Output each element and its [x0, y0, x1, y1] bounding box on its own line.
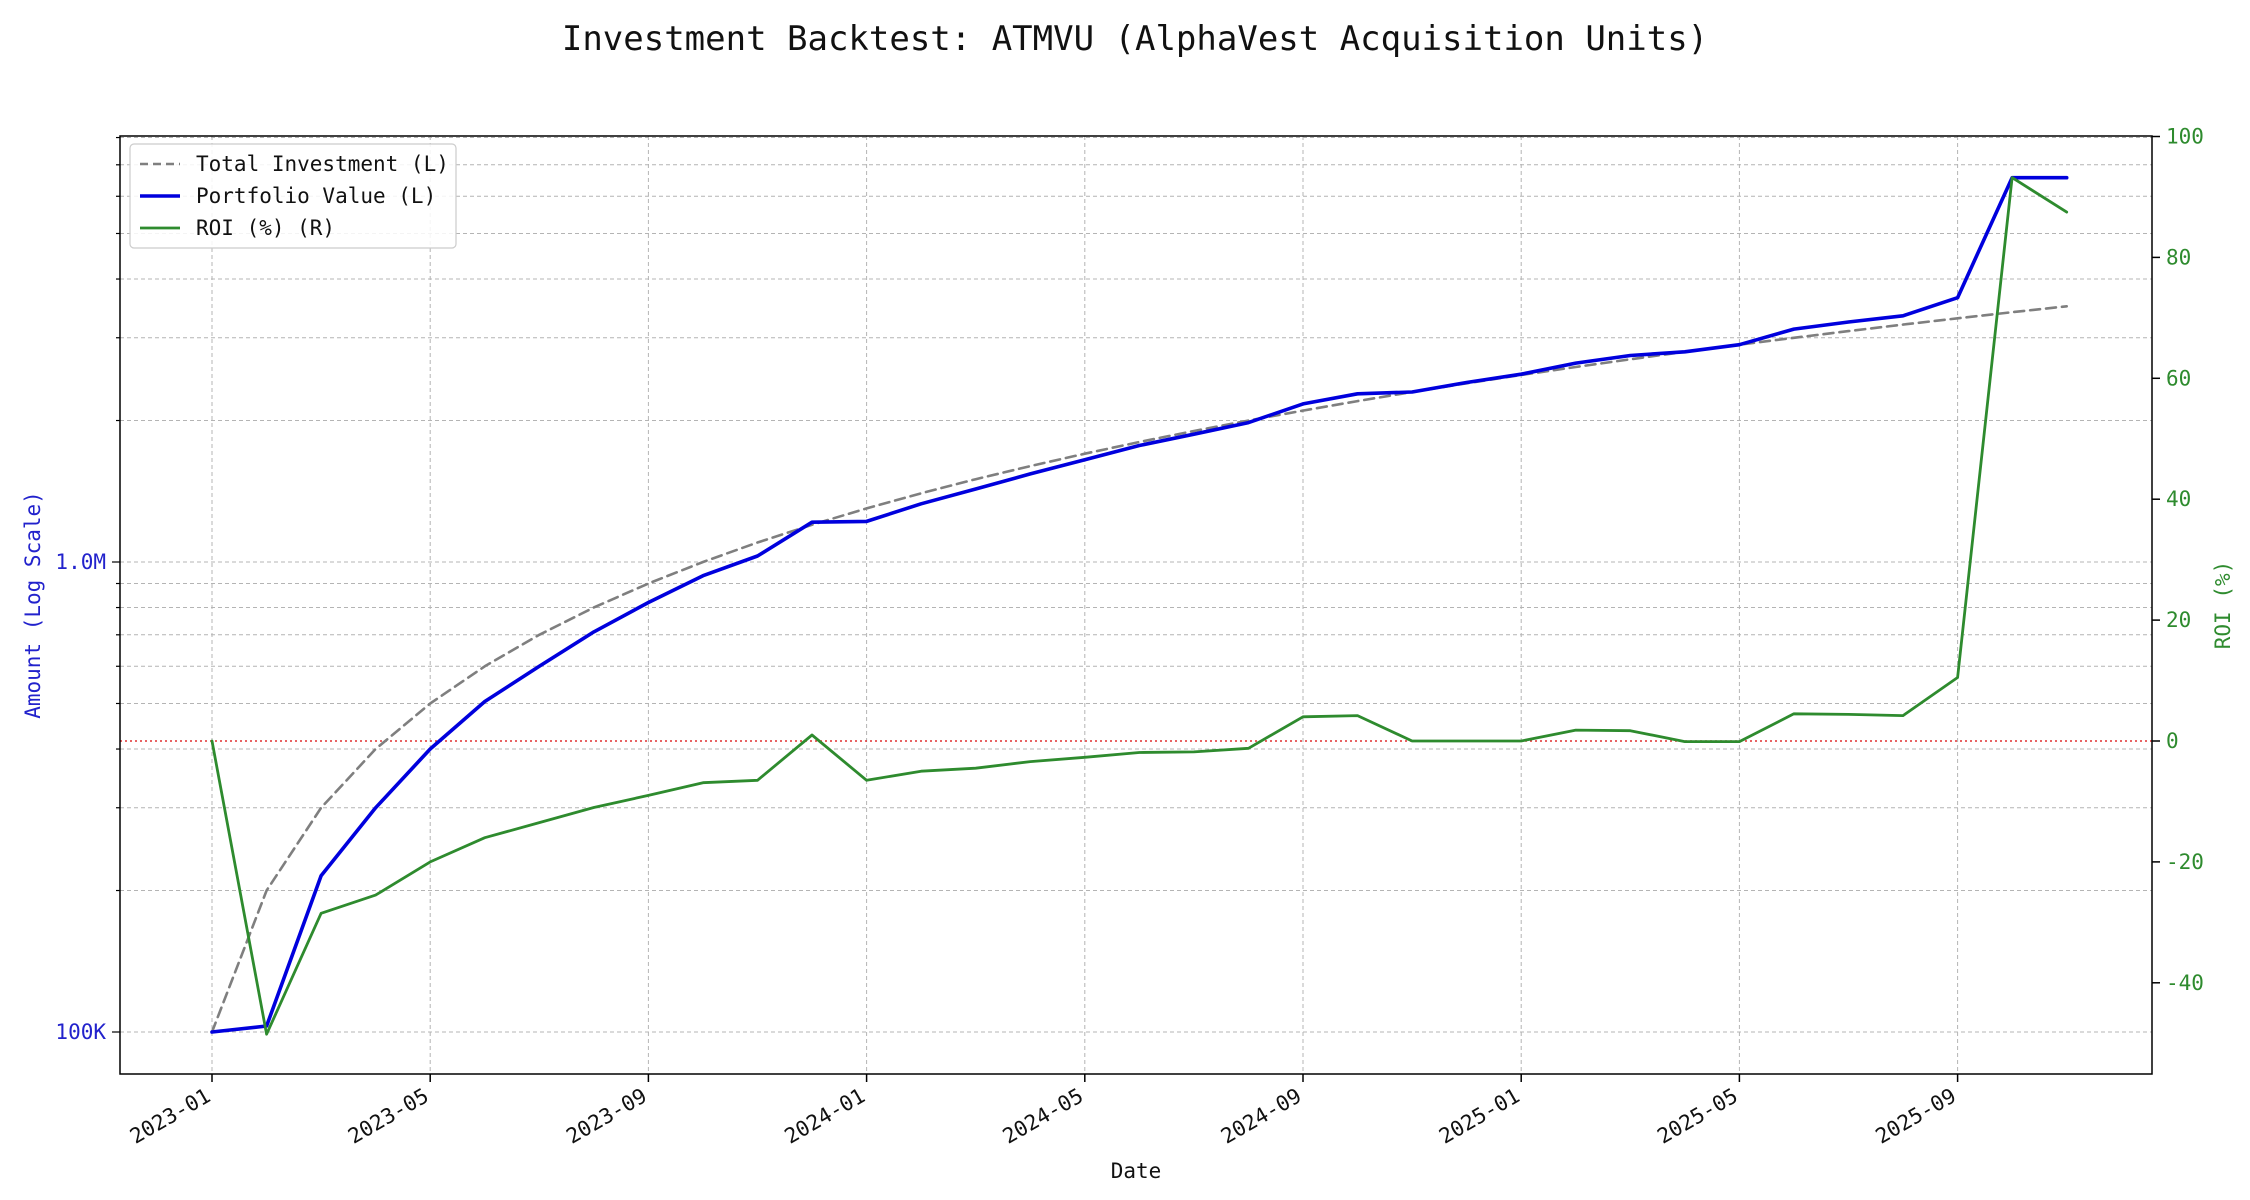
left-axis: 100K 1.0M: [55, 136, 120, 1044]
legend-entry-label: Total Investment (L): [196, 152, 449, 176]
x-tick-label: 2023-05: [344, 1084, 433, 1149]
chart-title: Investment Backtest: ATMVU (AlphaVest Ac…: [562, 19, 1708, 59]
series-line-0: [210, 304, 2068, 1034]
y-right-tick-label: 60: [2166, 366, 2191, 390]
legend-entry-label: ROI (%) (R): [196, 216, 335, 240]
x-tick-label: 2025-01: [1435, 1084, 1524, 1149]
x-tick-label: 2024-01: [780, 1084, 869, 1149]
y-axis-right-label: ROI (%): [2211, 561, 2235, 650]
x-tick-label: 2023-01: [126, 1084, 215, 1149]
x-tick-label: 2025-05: [1653, 1084, 1742, 1149]
x-tick-label: 2024-09: [1217, 1084, 1306, 1149]
y-right-tick-label: -20: [2166, 850, 2204, 874]
y-axis-left-label: Amount (Log Scale): [21, 491, 45, 719]
series-line-1: [210, 175, 2069, 1034]
y-right-tick-label: 0: [2166, 729, 2179, 753]
y-right-tick-label: 80: [2166, 245, 2191, 269]
x-tick-label: 2023-09: [562, 1084, 651, 1149]
series-line-2: [210, 176, 2069, 1036]
x-tick-label: 2025-09: [1871, 1084, 1960, 1149]
legend-box: [129, 143, 457, 249]
right-axis: -40 -20 0 20 40 60 80 100: [2152, 125, 2204, 995]
y-left-tick-label: 1.0M: [55, 550, 106, 574]
y-left-tick-label: 100K: [55, 1020, 106, 1044]
y-right-tick-label: 40: [2166, 487, 2191, 511]
x-axis: 2023-01 2023-05 2023-09 2024-01 2024-05 2024-…: [126, 1074, 1960, 1149]
y-right-tick-label: 100: [2166, 125, 2204, 149]
gridlines: [120, 136, 2152, 1074]
legend: Total Investment (L) Portfolio Value (L) R…: [129, 143, 457, 249]
x-axis-label: Date: [1111, 1159, 1162, 1183]
x-tick-label: 2024-05: [999, 1084, 1088, 1149]
y-right-tick-label: 20: [2166, 608, 2191, 632]
y-right-tick-label: -40: [2166, 971, 2204, 995]
plot-frame: [119, 135, 2153, 1075]
series-lines: [210, 175, 2069, 1036]
legend-entry-label: Portfolio Value (L): [196, 184, 436, 208]
